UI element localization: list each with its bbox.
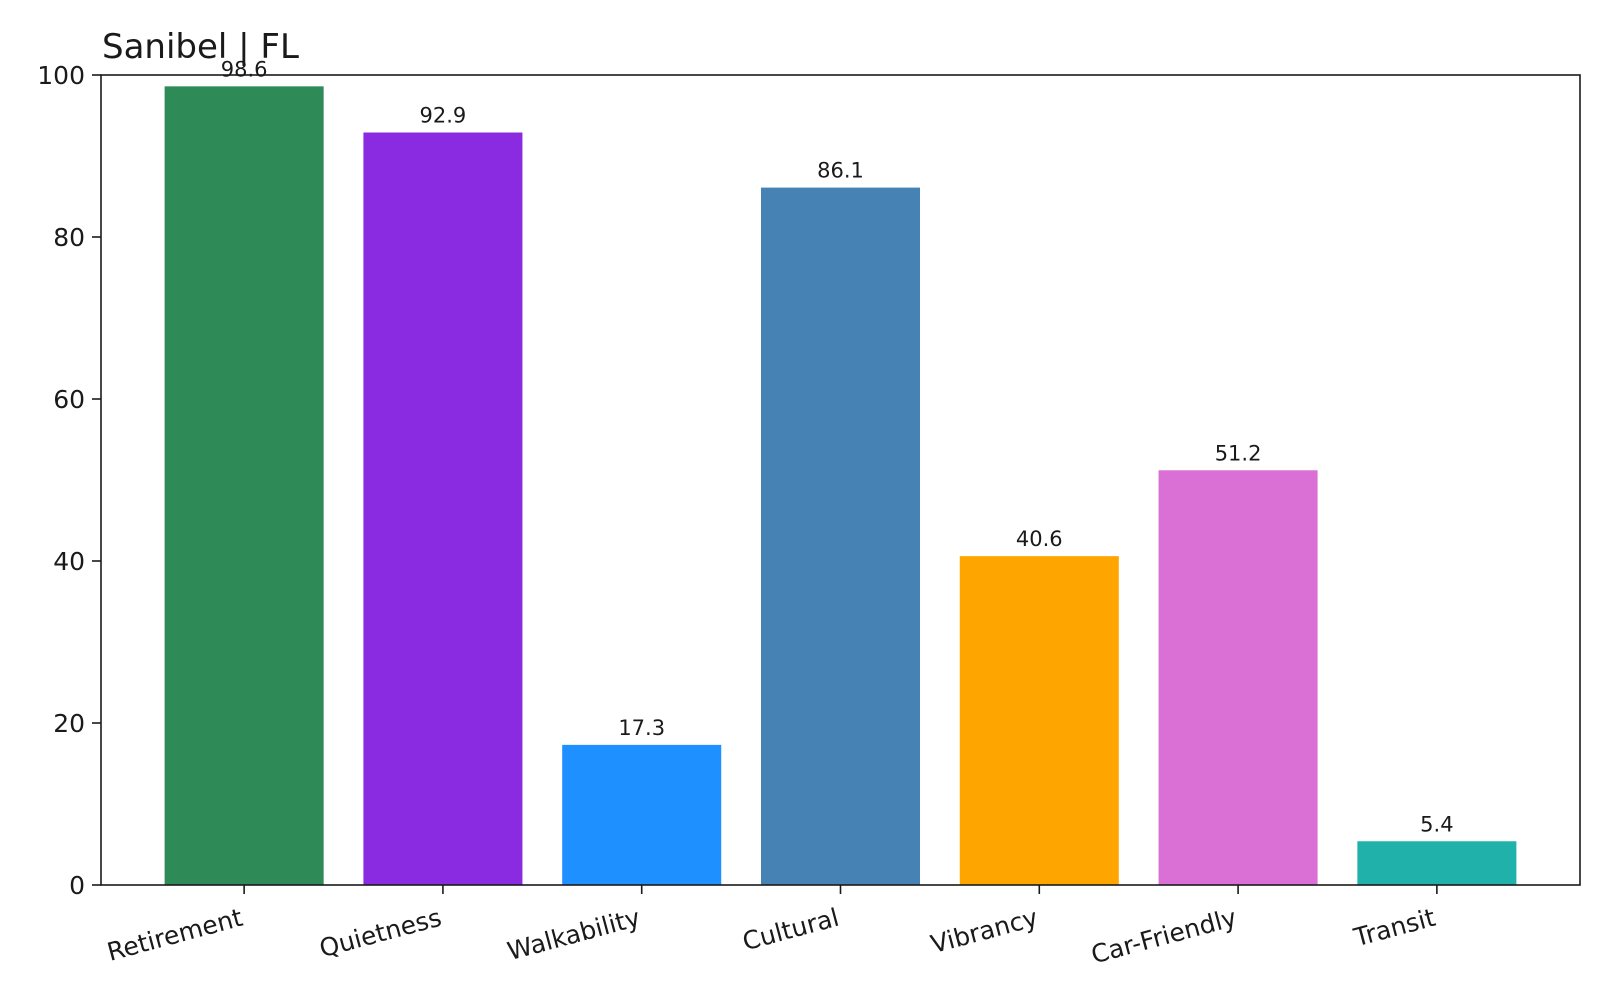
y-tick-label: 100 bbox=[37, 61, 85, 90]
y-tick-label: 60 bbox=[53, 385, 85, 414]
bar-value-label: 5.4 bbox=[1420, 812, 1453, 836]
x-tick-label: Cultural bbox=[739, 903, 842, 956]
y-tick-label: 80 bbox=[53, 223, 85, 252]
y-axis: 0 20 40 60 80 100 bbox=[37, 61, 101, 900]
bar-transit bbox=[1357, 841, 1517, 885]
bar-value-label: 92.9 bbox=[420, 104, 467, 128]
x-tick-label: Vibrancy bbox=[928, 903, 1041, 959]
x-tick-label: Walkability bbox=[504, 903, 643, 966]
bar-value-label: 51.2 bbox=[1215, 441, 1262, 465]
bar-retirement bbox=[164, 86, 324, 886]
bar-value-label: 98.6 bbox=[221, 57, 268, 81]
bar-car-friendly bbox=[1158, 470, 1318, 885]
y-tick-label: 40 bbox=[53, 547, 85, 576]
x-tick-label: Quietness bbox=[316, 903, 444, 963]
bar-vibrancy bbox=[959, 556, 1119, 885]
x-tick-label: Car-Friendly bbox=[1088, 903, 1240, 970]
bar-quietness bbox=[363, 132, 523, 885]
bar-value-label: 40.6 bbox=[1016, 527, 1063, 551]
bar-value-label: 86.1 bbox=[817, 159, 864, 183]
value-labels: 98.6 92.9 17.3 86.1 40.6 51.2 5.4 bbox=[221, 57, 1454, 836]
bar-cultural bbox=[760, 187, 921, 886]
bar-walkability bbox=[562, 744, 722, 885]
x-tick-label: Retirement bbox=[104, 903, 246, 967]
bars bbox=[164, 86, 1517, 886]
x-tick-label: Transit bbox=[1350, 903, 1439, 953]
x-axis: Retirement Quietness Walkability Cultural Vi… bbox=[104, 885, 1439, 969]
y-tick-label: 0 bbox=[69, 871, 85, 900]
chart-title: Sanibel | FL bbox=[102, 27, 299, 67]
plot-frame bbox=[100, 74, 1581, 886]
y-tick-label: 20 bbox=[53, 709, 85, 738]
bar-value-label: 17.3 bbox=[618, 716, 665, 740]
